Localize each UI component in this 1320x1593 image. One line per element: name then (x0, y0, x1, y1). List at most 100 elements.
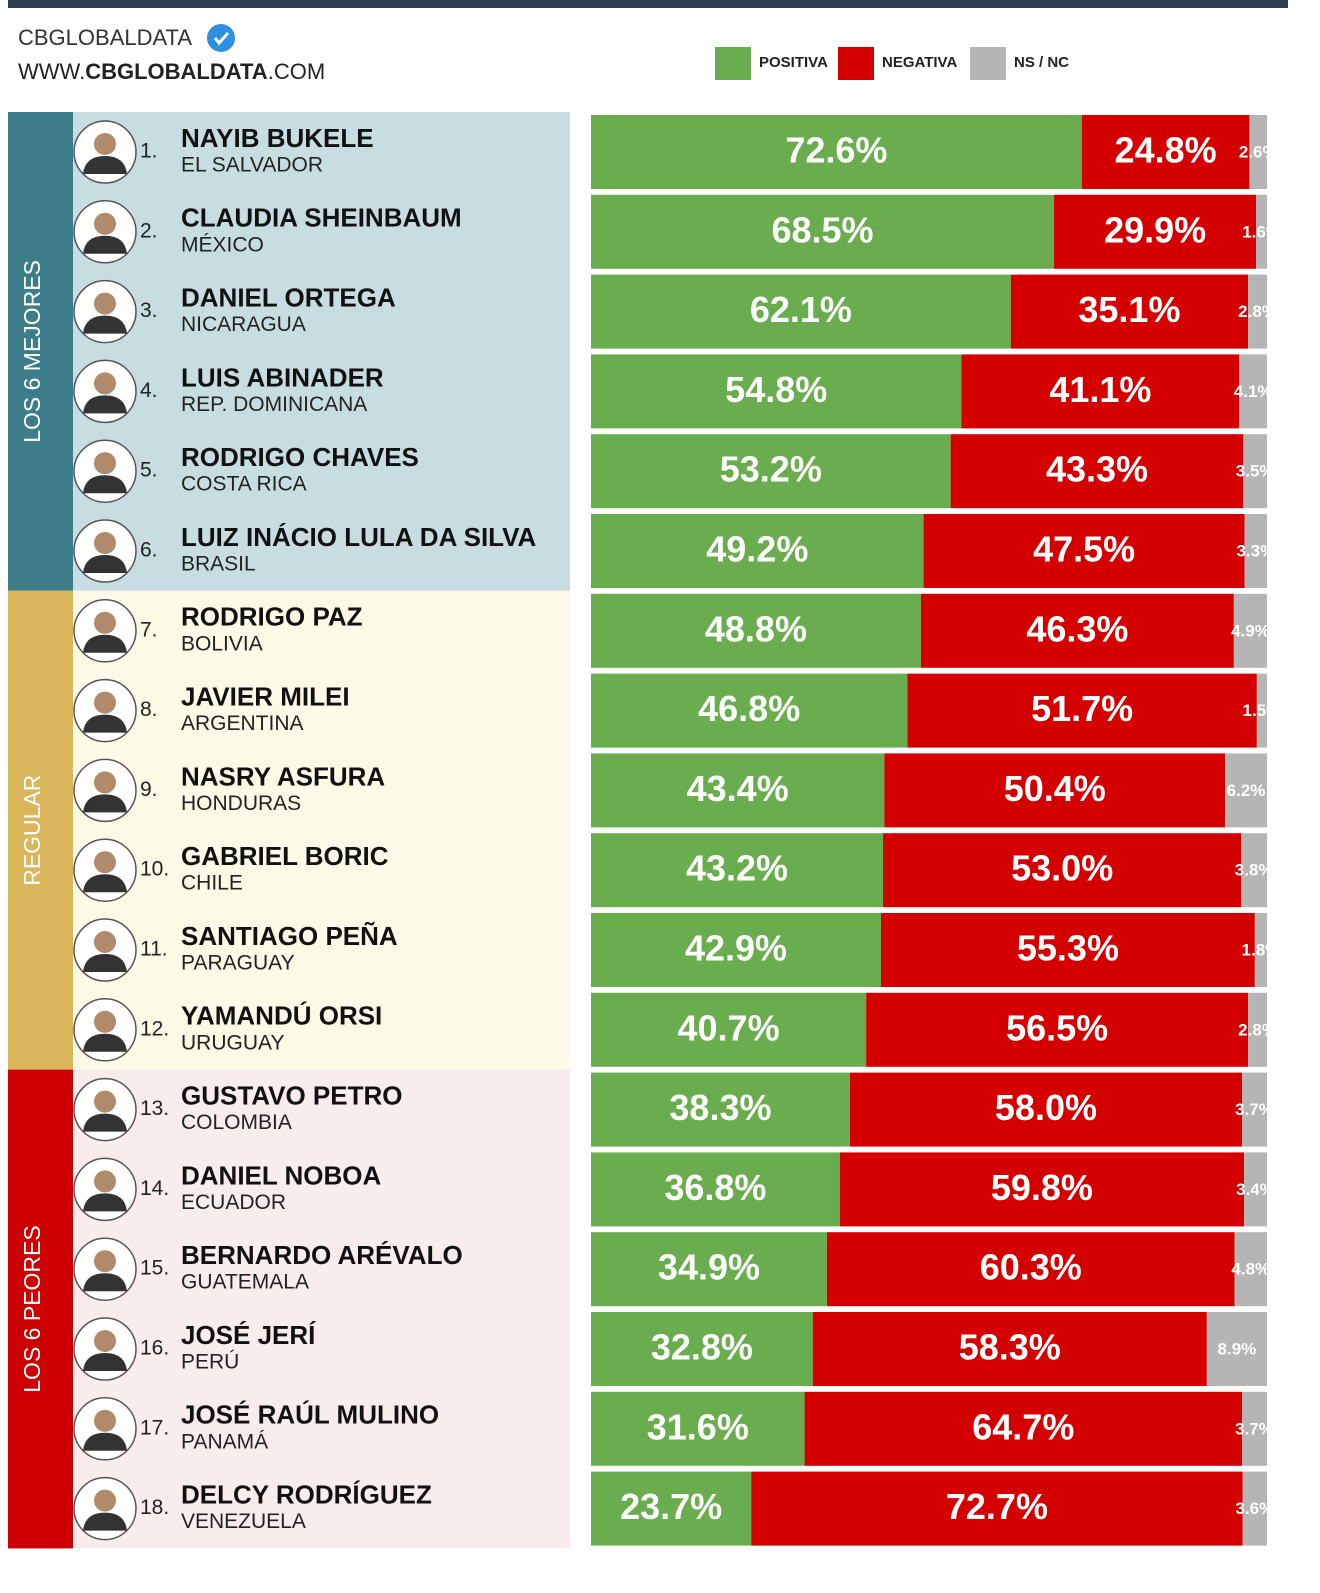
value-label: 40.7% (678, 1007, 780, 1048)
avatar-head (94, 1489, 116, 1512)
brand: CBGLOBALDATA (18, 25, 192, 50)
avatar-body (83, 1273, 127, 1292)
avatar (73, 1157, 137, 1222)
value-label: 43.4% (687, 768, 789, 809)
bar-segment (591, 1391, 805, 1466)
country: EL SALVADOR (181, 154, 323, 177)
value-label: 3.4% (1236, 1180, 1275, 1199)
rank: 6. (140, 539, 158, 562)
avatar (73, 1397, 137, 1461)
legend-swatch (715, 47, 751, 80)
avatar-head (94, 1409, 116, 1432)
value-label: 34.9% (658, 1247, 760, 1288)
avatar-head (94, 771, 116, 794)
value-label: 58.0% (995, 1087, 1097, 1128)
rank: 4. (140, 379, 158, 402)
legend-swatch (838, 47, 874, 80)
rank: 17. (140, 1416, 169, 1439)
leader-name: NAYIB BUKELE (181, 123, 374, 153)
value-label: 8.9% (1218, 1339, 1257, 1358)
country: HONDURAS (181, 792, 301, 815)
country: CHILE (181, 872, 243, 895)
avatar-head (94, 611, 116, 634)
value-label: 60.3% (980, 1247, 1082, 1288)
avatar-body (83, 874, 127, 893)
rank: 15. (140, 1257, 169, 1280)
avatar (73, 1237, 137, 1301)
country: REP. DOMINICANA (181, 393, 367, 416)
value-label: 47.5% (1033, 529, 1135, 570)
bar-segment (1241, 1072, 1267, 1147)
bar-segment (1241, 1391, 1267, 1466)
country: BOLIVIA (181, 632, 263, 655)
bar-segment (1225, 753, 1267, 828)
avatar-head (94, 1090, 116, 1113)
avatar-body (83, 235, 127, 254)
bar-segment (812, 1312, 1207, 1386)
value-label: 36.8% (664, 1167, 766, 1208)
bar-segment (591, 1232, 827, 1307)
bar-segment (591, 593, 921, 668)
value-label: 68.5% (771, 209, 873, 250)
bar-segment (591, 1312, 813, 1386)
avatar-body (83, 1113, 127, 1132)
value-label: 3.5% (1236, 462, 1275, 481)
rank: 10. (140, 858, 169, 881)
avatar (73, 200, 137, 264)
bar-segment (1248, 274, 1267, 349)
avatar (73, 998, 137, 1062)
avatar-body (83, 1033, 127, 1052)
group-background (73, 590, 570, 1070)
bar-segment (1206, 1312, 1267, 1386)
rank: 16. (140, 1337, 169, 1360)
site: WWW.CBGLOBALDATA.COM (18, 59, 325, 84)
avatar-body (83, 714, 127, 733)
avatar-head (94, 372, 116, 395)
avatar-body (83, 634, 127, 653)
country: PANAMÁ (181, 1430, 268, 1453)
value-label: 46.8% (698, 688, 800, 729)
avatar-head (94, 851, 116, 874)
country: BRASIL (181, 553, 256, 576)
avatar-head (94, 133, 116, 155)
leader-name: RODRIGO CHAVES (181, 442, 419, 472)
avatar (73, 1317, 137, 1381)
avatar-body (83, 1193, 127, 1212)
bar-segment (591, 992, 867, 1067)
value-label: 54.8% (725, 369, 827, 410)
group-label: REGULAR (19, 775, 45, 886)
top-rule (8, 0, 1288, 8)
country: COSTA RICA (181, 473, 307, 496)
value-label: 62.1% (750, 289, 852, 330)
value-label: 72.6% (785, 130, 887, 171)
leader-name: BERNARDO ARÉVALO (181, 1240, 463, 1270)
rank: 8. (140, 698, 158, 721)
value-label: 38.3% (669, 1087, 771, 1128)
value-label: 49.2% (706, 529, 808, 570)
country: VENEZUELA (181, 1510, 306, 1533)
country: GUATEMALA (181, 1271, 309, 1294)
leader-name: YAMANDÚ ORSI (181, 1001, 382, 1031)
value-label: 32.8% (651, 1327, 753, 1368)
group-background (73, 112, 570, 591)
leader-name: LUIZ INÁCIO LULA DA SILVA (181, 522, 537, 552)
bar-segment (1233, 593, 1267, 668)
value-label: 55.3% (1017, 928, 1119, 969)
value-label: 1.8% (1242, 940, 1281, 959)
value-label: 4.8% (1231, 1260, 1270, 1279)
avatar-head (94, 1330, 116, 1352)
leader-name: NASRY ASFURA (181, 761, 385, 791)
rank: 18. (140, 1496, 169, 1519)
avatar-head (94, 1010, 116, 1033)
country: PERÚ (181, 1351, 239, 1374)
country: MÉXICO (181, 233, 264, 256)
avatar (73, 1476, 137, 1541)
avatar (73, 120, 137, 184)
leader-name: JAVIER MILEI (181, 681, 350, 711)
leader-name: SANTIAGO PEÑA (181, 921, 398, 951)
value-label: 1.6% (1242, 222, 1281, 241)
bar-segment (591, 354, 962, 429)
bar-segment (591, 1072, 850, 1147)
bar-segment (1249, 115, 1267, 189)
